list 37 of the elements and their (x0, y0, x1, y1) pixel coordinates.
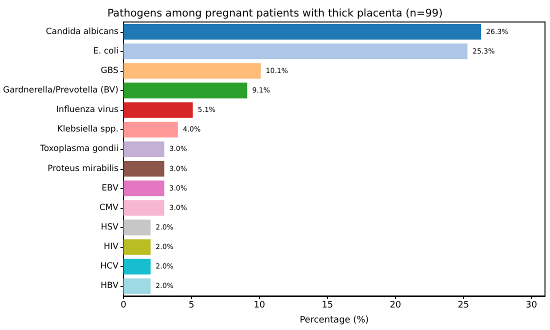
y-tick-label: EBV (102, 183, 119, 194)
y-tick-label: HBV (100, 281, 119, 292)
y-tick-label: HCV (100, 262, 119, 272)
bar (123, 160, 164, 177)
y-tick-label: Toxoplasma gondii (39, 144, 118, 154)
y-tick-label: CMV (99, 202, 119, 213)
bar (123, 258, 151, 274)
bar (123, 278, 151, 294)
bar (123, 200, 164, 216)
y-tick-label: HSV (100, 222, 119, 232)
bar (123, 82, 248, 98)
y-tick-label: E. coli (93, 46, 118, 56)
y-tick-label: Gardnerella/Prevotella (BV) (2, 86, 118, 96)
x-tick-label: 5 (188, 300, 194, 310)
chart-title: Pathogens among pregnant patients with thick placenta (n=99) (107, 8, 443, 20)
x-tick-label: 30 (526, 300, 538, 310)
x-tick-label: 0 (120, 300, 127, 310)
bar (123, 44, 468, 60)
x-tick-label: 20 (390, 300, 402, 310)
x-tick-label: 10 (254, 300, 266, 310)
bar (123, 24, 482, 40)
x-tick-label: 25 (458, 300, 470, 310)
y-tick-label: Proteus mirabilis (48, 164, 120, 174)
y-tick-label: HIV (104, 242, 119, 252)
bar (123, 63, 261, 79)
bar (123, 102, 193, 118)
bar (123, 180, 164, 196)
bar (123, 220, 151, 236)
y-tick-label: Influenza virus (56, 105, 120, 116)
bar (123, 239, 151, 255)
y-tick-label: Candida albicans (46, 26, 120, 37)
x-tick-label: 15 (322, 300, 334, 310)
bar (123, 141, 164, 158)
y-tick-label: GBS (100, 66, 118, 76)
bar (123, 122, 178, 138)
y-tick-label: Klebsiella spp. (57, 124, 118, 135)
x-axis-title: Percentage (%) (300, 316, 369, 326)
